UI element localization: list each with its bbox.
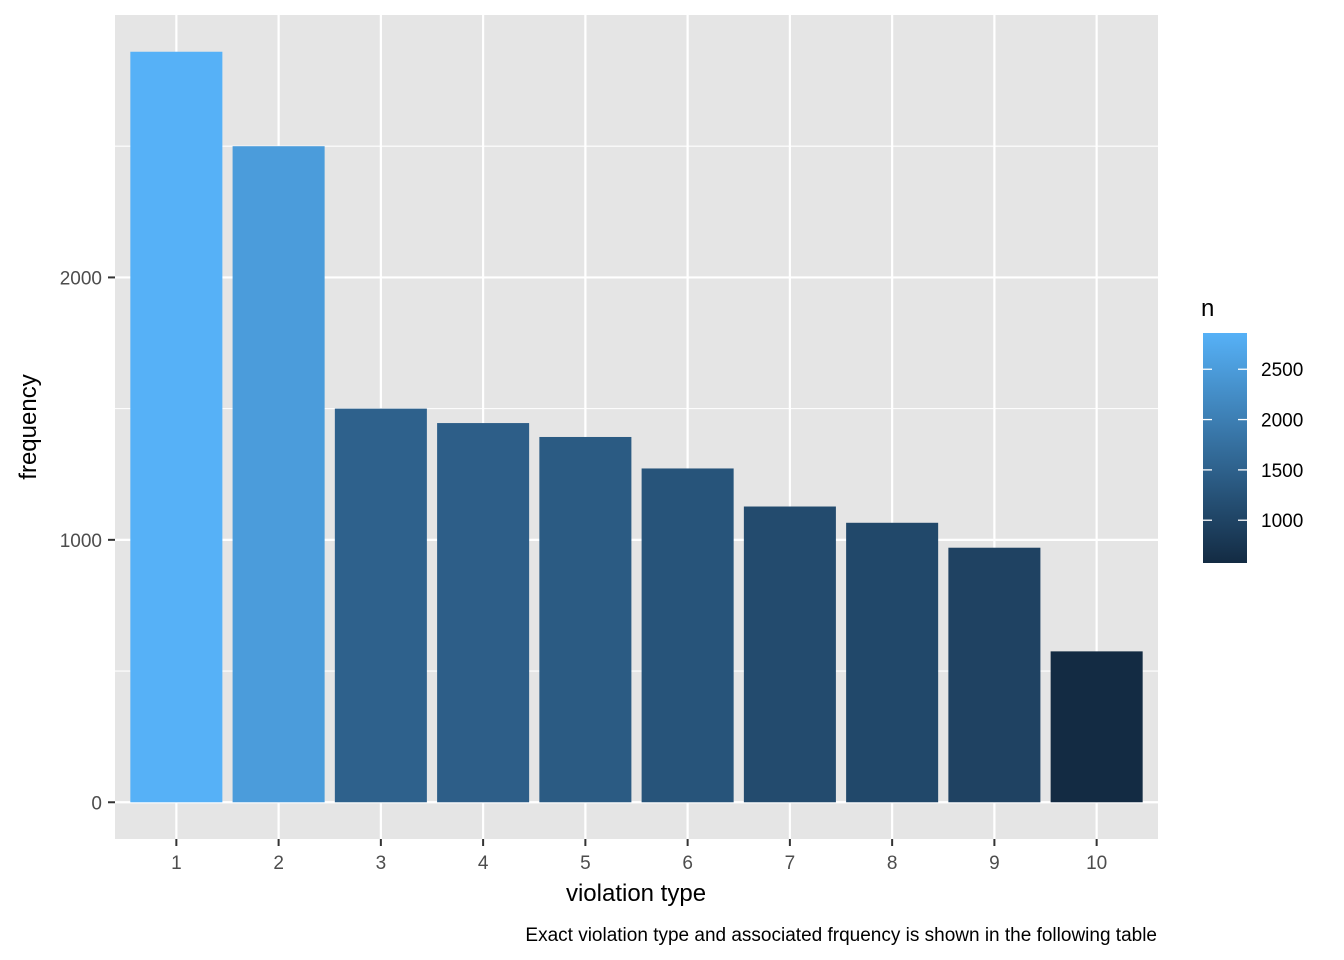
bar-9 xyxy=(948,547,1041,803)
bar-6 xyxy=(641,468,734,803)
chart-caption: Exact violation type and associated frqu… xyxy=(525,925,1157,946)
bar-5 xyxy=(539,436,632,803)
x-tick-label-4: 4 xyxy=(478,853,489,874)
legend-title: n xyxy=(1201,295,1214,322)
y-tick-label-0: 0 xyxy=(91,793,102,814)
legend-label-1: 1500 xyxy=(1261,461,1303,482)
bar-2 xyxy=(232,146,325,803)
x-tick-label-2: 2 xyxy=(273,853,284,874)
bar-10 xyxy=(1050,651,1143,803)
legend-label-0: 1000 xyxy=(1261,511,1303,532)
x-tick-label-7: 7 xyxy=(785,853,796,874)
bar-8 xyxy=(846,522,939,803)
bar-7 xyxy=(743,506,836,803)
y-tick-label-2: 2000 xyxy=(60,268,102,289)
x-tick-label-10: 10 xyxy=(1086,853,1107,874)
legend-label-2: 2000 xyxy=(1261,411,1303,432)
x-tick-label-5: 5 xyxy=(580,853,591,874)
bar-4 xyxy=(437,423,530,803)
y-tick-label-1: 1000 xyxy=(60,531,102,552)
x-tick-label-1: 1 xyxy=(171,853,182,874)
y-axis-title: frequency xyxy=(15,374,42,479)
legend-colorbar xyxy=(1203,333,1247,563)
bars xyxy=(130,51,1143,803)
bar-1 xyxy=(130,51,223,803)
x-tick-label-9: 9 xyxy=(989,853,1000,874)
x-tick-label-6: 6 xyxy=(682,853,693,874)
legend-label-3: 2500 xyxy=(1261,360,1303,381)
x-axis: 1 2 3 4 5 6 7 8 9 10 xyxy=(171,839,1107,874)
x-tick-label-3: 3 xyxy=(376,853,387,874)
legend-ticks: 1000 1500 2000 2500 xyxy=(1203,360,1303,532)
x-tick-label-8: 8 xyxy=(887,853,898,874)
y-axis: 0 1000 2000 xyxy=(60,268,115,814)
color-legend: n 1000 1500 2000 2500 xyxy=(1201,295,1303,563)
bar-3 xyxy=(334,408,427,803)
x-axis-title: violation type xyxy=(566,880,706,907)
